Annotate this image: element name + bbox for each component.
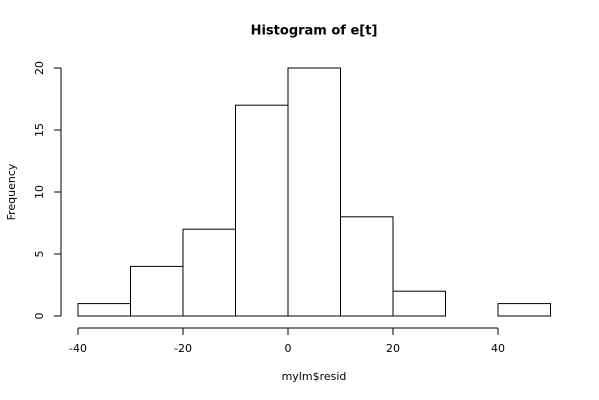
y-tick-label: 15 <box>33 123 46 137</box>
bar <box>392 290 446 317</box>
bar <box>77 303 131 317</box>
bar <box>497 303 551 317</box>
x-tick-label: -40 <box>69 342 87 355</box>
y-tick-label: 10 <box>33 185 46 199</box>
y-tick-label: 20 <box>33 61 46 75</box>
x-tick-label: -20 <box>174 342 192 355</box>
x-axis-label: mylm$resid <box>282 370 347 383</box>
x-tick-label: 0 <box>285 342 292 355</box>
bar <box>130 265 184 317</box>
bar <box>340 216 394 317</box>
x-tick-label: 20 <box>386 342 400 355</box>
chart-title: Histogram of e[t] <box>251 24 378 39</box>
y-tick-label: 5 <box>33 251 46 258</box>
y-axis-label: Frequency <box>5 163 18 220</box>
bar <box>287 67 341 317</box>
bar <box>182 228 236 317</box>
x-tick-label: 40 <box>491 342 505 355</box>
y-tick-label: 0 <box>33 313 46 320</box>
bar <box>235 104 289 317</box>
